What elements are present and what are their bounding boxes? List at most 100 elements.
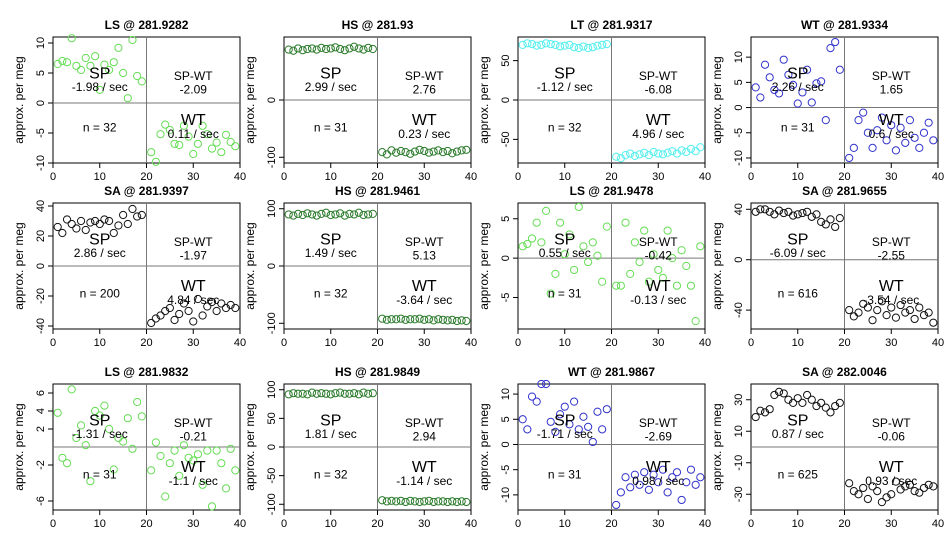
x-tick-label: 40	[234, 337, 246, 349]
panel-title: LS @ 281.9832	[105, 365, 189, 379]
data-point-sp	[570, 265, 579, 275]
y-axis-label: approx. per meg	[243, 222, 257, 309]
data-point-wt	[378, 148, 387, 157]
data-point-wt	[905, 480, 915, 489]
data-point-sp	[368, 44, 377, 54]
data-point-sp	[565, 40, 574, 49]
spwt-label: SP-WT	[405, 416, 444, 430]
y-axis-label: approx. per meg	[243, 56, 257, 143]
data-point-sp	[774, 89, 784, 98]
data-point-sp	[105, 65, 114, 75]
data-point-sp	[298, 210, 307, 220]
data-point-sp	[537, 238, 546, 247]
data-point-sp	[100, 401, 109, 410]
data-point-sp	[58, 56, 67, 66]
data-point-wt	[410, 315, 419, 324]
y-tick-label: -5	[500, 465, 512, 475]
data-point-wt	[929, 136, 938, 145]
data-point-sp	[826, 408, 835, 417]
data-point-sp	[579, 242, 588, 251]
data-point-wt	[854, 490, 863, 499]
data-point-wt	[147, 466, 156, 475]
data-point-sp	[62, 459, 72, 468]
data-point-sp	[807, 98, 816, 107]
data-point-wt	[612, 500, 621, 510]
data-point-wt	[424, 148, 434, 157]
data-point-wt	[868, 143, 877, 152]
data-point-sp	[803, 65, 812, 74]
data-point-wt	[462, 145, 471, 154]
data-point-wt	[193, 139, 203, 148]
sp-rate: 2.26 / sec	[772, 80, 824, 94]
data-point-wt	[462, 497, 471, 507]
data-point-wt	[882, 311, 891, 320]
data-point-wt	[663, 226, 672, 235]
x-tick-label: 30	[652, 171, 664, 183]
data-point-sp	[53, 222, 62, 232]
data-point-sp	[289, 389, 298, 398]
data-point-wt	[382, 315, 391, 324]
y-axis-label: approx. per meg	[710, 56, 724, 143]
x-tick-label: 10	[94, 518, 106, 530]
data-point-sp	[359, 210, 368, 220]
data-point-wt	[221, 484, 231, 493]
sp-label: SP	[320, 413, 341, 430]
data-point-sp	[774, 387, 784, 396]
data-point-sp	[779, 208, 788, 218]
wt-rate: 4.84 / sec	[167, 293, 219, 307]
data-point-sp	[326, 44, 335, 53]
data-point-sp	[331, 210, 340, 219]
n-count: n = 32	[314, 468, 348, 482]
data-point-wt	[175, 309, 184, 319]
data-point-sp	[109, 228, 118, 238]
data-point-wt	[217, 459, 226, 468]
data-point-wt	[429, 316, 438, 325]
data-point-sp	[593, 41, 602, 50]
x-tick-label: 10	[559, 337, 571, 349]
data-point-sp	[826, 43, 835, 53]
data-point-sp	[119, 68, 128, 78]
data-point-wt	[198, 121, 207, 130]
data-point-sp	[331, 389, 340, 398]
data-point-wt	[644, 277, 654, 286]
data-point-sp	[798, 398, 807, 407]
data-point-sp	[119, 437, 128, 446]
data-point-sp	[593, 251, 602, 260]
wt-rate: 0.98 / sec	[632, 474, 684, 488]
x-tick-label: 10	[94, 171, 106, 183]
data-point-sp	[128, 204, 137, 214]
y-tick-label: 100	[266, 381, 278, 399]
y-tick-label: 0	[500, 97, 512, 103]
wt-label: WT	[646, 112, 671, 129]
x-tick-label: 40	[932, 518, 944, 530]
data-point-sp	[317, 43, 326, 52]
data-point-wt	[420, 497, 429, 506]
data-point-sp	[354, 390, 363, 399]
data-point-sp	[756, 93, 765, 102]
data-point-wt	[415, 145, 424, 154]
data-point-sp	[100, 60, 109, 69]
data-point-sp	[368, 389, 377, 398]
x-tick-label: 20	[605, 518, 617, 530]
spwt-label: SP-WT	[174, 69, 213, 83]
data-point-wt	[658, 273, 668, 282]
data-point-sp	[114, 221, 123, 230]
data-point-sp	[807, 212, 816, 221]
n-count: n = 31	[781, 121, 815, 135]
y-axis-label: approx. per meg	[12, 403, 26, 490]
wt-label: WT	[879, 459, 904, 476]
data-point-sp	[90, 406, 100, 416]
data-point-sp	[340, 46, 349, 55]
data-point-sp	[345, 44, 354, 53]
data-point-sp	[90, 52, 100, 61]
y-tick-label: -10	[500, 487, 512, 503]
wt-label: WT	[181, 459, 206, 476]
wt-rate: 0.23 / sec	[398, 127, 450, 141]
data-point-wt	[217, 148, 226, 157]
data-point-sp	[598, 277, 607, 286]
spwt-diff: 5.13	[413, 249, 437, 263]
data-point-wt	[212, 306, 221, 316]
x-tick-label: 10	[559, 518, 571, 530]
data-point-sp	[807, 395, 816, 404]
data-point-wt	[392, 148, 401, 157]
